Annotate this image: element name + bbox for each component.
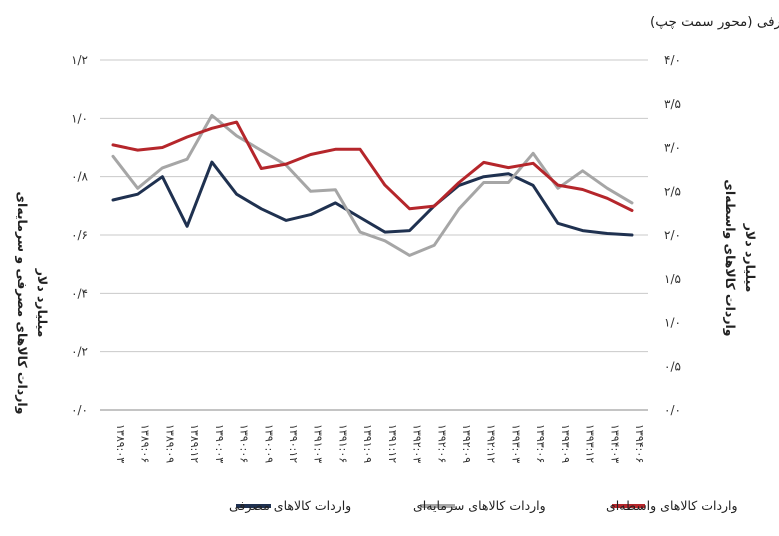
right-tick-label: ۱/۰ <box>664 316 681 330</box>
series-line-1 <box>111 113 634 257</box>
series-line-2 <box>111 120 634 212</box>
left-tick-label: ۰/۴ <box>71 286 88 300</box>
right-tick-label: ۳/۰ <box>664 141 681 155</box>
x-tick-label: ۱۳۹۲:۰۹ <box>460 424 473 463</box>
x-axis-ticks: ۱۳۸۹:۰۳ ۱۳۸۹:۰۶ ۱۳۸۹:۰۹ ۱۳۸۹:۱۲ ۱۳۹۰:۰۳ ۱۳۹۰:… <box>114 424 646 463</box>
right-axis-label-line1: واردات کالاهای واسطه‌ای <box>723 179 738 336</box>
x-tick-label: ۱۳۹۳:۰۳ <box>509 424 522 463</box>
x-tick-label: ۱۳۹۱:۱۲ <box>386 424 399 463</box>
x-tick-label: ۱۳۹۰:۱۲ <box>287 424 300 463</box>
left-axis-label-line2: میلیارد دلار <box>35 268 50 338</box>
x-tick-label: ۱۳۹۰:۰۶ <box>238 424 251 463</box>
x-tick-label: ۱۳۸۹:۱۲ <box>188 424 201 463</box>
x-tick-label: ۱۳۹۲:۰۳ <box>411 424 424 463</box>
x-tick-label: ۱۳۹۰:۰۳ <box>213 424 226 463</box>
x-tick-label: ۱۳۹۲:۰۶ <box>435 424 448 463</box>
right-axis-ticks: ۰/۰ ۰/۵ ۱/۰ ۱/۵ ۲/۰ ۲/۵ ۳/۰ ۳/۵ ۴/۰ <box>664 53 681 417</box>
left-tick-label: ۰/۰ <box>71 403 88 417</box>
right-tick-label: ۰/۵ <box>664 359 681 373</box>
x-tick-label: ۱۳۸۹:۰۳ <box>114 424 127 463</box>
x-tick-label: ۱۳۸۹:۰۹ <box>163 424 176 463</box>
right-tick-label: ۲/۵ <box>664 184 681 198</box>
left-axis-ticks: ۰/۰ ۰/۲ ۰/۴ ۰/۶ ۰/۸ ۱/۰ ۱/۲ <box>71 53 88 417</box>
right-tick-label: ۲/۰ <box>664 228 681 242</box>
x-tick-label: ۱۳۹۰:۰۹ <box>262 424 275 463</box>
legend-label: واردات کالاهای واسطه‌ای <box>606 498 738 514</box>
x-tick-label: ۱۳۹۴:۰۶ <box>633 424 646 463</box>
left-tick-label: ۱/۰ <box>71 111 88 125</box>
x-tick-label: ۱۳۹۳:۰۹ <box>559 424 572 463</box>
left-tick-label: ۱/۲ <box>71 53 88 67</box>
right-tick-label: ۰/۰ <box>664 403 681 417</box>
right-tick-label: ۱/۵ <box>664 272 681 286</box>
right-tick-label: ۴/۰ <box>664 53 681 67</box>
legend-label: واردات کالاهای سرمایه‌ای <box>413 498 546 514</box>
legend-label: واردات کالاهای مصرفی <box>229 498 351 514</box>
chart-title: نمودار۳– واردات کالاهای واسطه (محور سمت … <box>650 14 779 30</box>
x-tick-label: ۱۳۹۴:۰۳ <box>608 424 621 463</box>
left-tick-label: ۰/۲ <box>71 345 88 359</box>
gridlines <box>100 59 648 411</box>
x-tick-label: ۱۳۹۱:۰۹ <box>361 424 374 463</box>
series-line-0 <box>111 160 634 237</box>
right-axis-label-line2: میلیارد دلار <box>743 223 758 293</box>
legend: واردات کالاهای واسطه‌ای واردات کالاهای سر… <box>229 498 738 514</box>
x-tick-label: ۱۳۹۲:۱۲ <box>485 424 498 463</box>
x-tick-label: ۱۳۹۳:۱۲ <box>584 424 597 463</box>
right-tick-label: ۳/۵ <box>664 97 681 111</box>
x-tick-label: ۱۳۸۹:۰۶ <box>139 424 152 463</box>
right-axis-label: واردات کالاهای واسطه‌ای میلیارد دلار <box>723 179 758 336</box>
x-tick-label: ۱۳۹۱:۰۶ <box>336 424 349 463</box>
x-tick-label: ۱۳۹۳:۰۶ <box>534 424 547 463</box>
series-lines <box>111 113 634 257</box>
x-tick-label: ۱۳۹۱:۰۳ <box>312 424 325 463</box>
left-axis-label: واردات کالاهای مصرفی و سرمایه‌ای میلیارد… <box>15 192 50 415</box>
left-axis-label-line1: واردات کالاهای مصرفی و سرمایه‌ای <box>15 192 30 415</box>
left-tick-label: ۰/۸ <box>71 170 88 184</box>
left-tick-label: ۰/۶ <box>71 228 88 242</box>
